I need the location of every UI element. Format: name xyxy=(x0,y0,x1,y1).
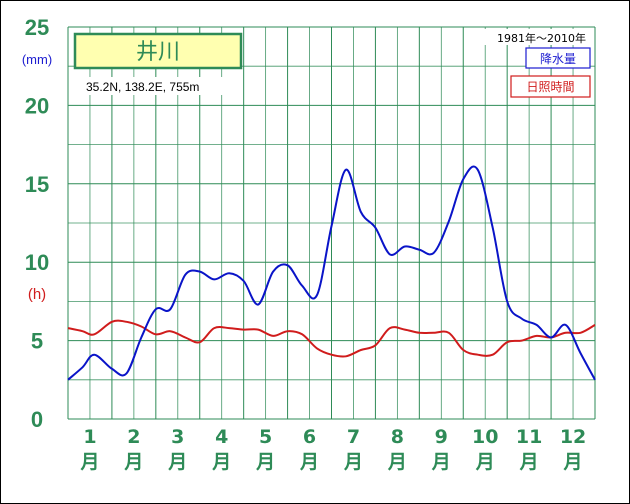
x-tick-month-number: 9 xyxy=(435,426,448,448)
x-tick-month-suffix: 月 xyxy=(211,451,231,473)
x-tick-month-number: 10 xyxy=(472,426,498,448)
legend-sun-box xyxy=(510,75,591,98)
coords-background xyxy=(80,77,240,95)
precip-series-line xyxy=(67,165,596,381)
x-tick-month-number: 1 xyxy=(83,426,96,448)
y-tick-label: 20 xyxy=(25,93,49,118)
sun-series-line xyxy=(67,319,596,358)
x-tick-month-suffix: 月 xyxy=(79,451,99,473)
y-tick-label: 25 xyxy=(25,15,49,40)
x-tick-month-suffix: 月 xyxy=(475,451,495,473)
y-tick-label: 15 xyxy=(25,172,49,197)
x-tick-month-suffix: 月 xyxy=(387,451,407,473)
sun-unit-label: (h) xyxy=(28,286,46,303)
x-tick-month-suffix: 月 xyxy=(167,451,187,473)
precip-unit-label: (mm) xyxy=(22,52,52,67)
y-tick-label: 5 xyxy=(31,329,43,354)
legend-precip-box xyxy=(525,47,591,69)
station-title: 井川 xyxy=(136,40,180,65)
period-label: 1981年〜2010年 xyxy=(497,31,586,45)
x-tick-month-number: 5 xyxy=(259,426,272,448)
x-tick-month-number: 11 xyxy=(516,426,542,448)
period-background xyxy=(474,29,592,45)
station-title-box xyxy=(73,32,243,70)
series-layer xyxy=(67,165,596,381)
x-tick-month-suffix: 月 xyxy=(431,451,451,473)
x-tick-month-number: 7 xyxy=(347,426,360,448)
x-tick-month-suffix: 月 xyxy=(255,451,275,473)
x-tick-month-number: 12 xyxy=(560,426,586,448)
station-coordinates: 35.2N, 138.2E, 755m xyxy=(86,80,199,94)
legend-sun-label: 日照時間 xyxy=(526,80,574,94)
x-tick-month-number: 8 xyxy=(391,426,404,448)
x-tick-month-suffix: 月 xyxy=(343,451,363,473)
x-axis-ticks: 1 月 2 月 3 月 4 月 5 月 6 月 7 月 8 月 9 月 10 月 11 月 12 月 xyxy=(79,426,586,473)
y-tick-label: 0 xyxy=(31,407,43,432)
x-tick-month-number: 2 xyxy=(127,426,140,448)
legend-precip-label: 降水量 xyxy=(540,52,576,66)
x-tick-month-suffix: 月 xyxy=(519,451,539,473)
x-tick-month-number: 6 xyxy=(303,426,316,448)
x-tick-month-suffix: 月 xyxy=(299,451,319,473)
x-tick-month-suffix: 月 xyxy=(563,451,583,473)
x-tick-month-suffix: 月 xyxy=(123,451,143,473)
x-tick-month-number: 3 xyxy=(171,426,184,448)
y-axis-ticks: 0 5 10 15 20 25 xyxy=(25,15,49,432)
y-tick-label: 10 xyxy=(25,250,49,275)
x-tick-month-number: 4 xyxy=(215,426,228,448)
